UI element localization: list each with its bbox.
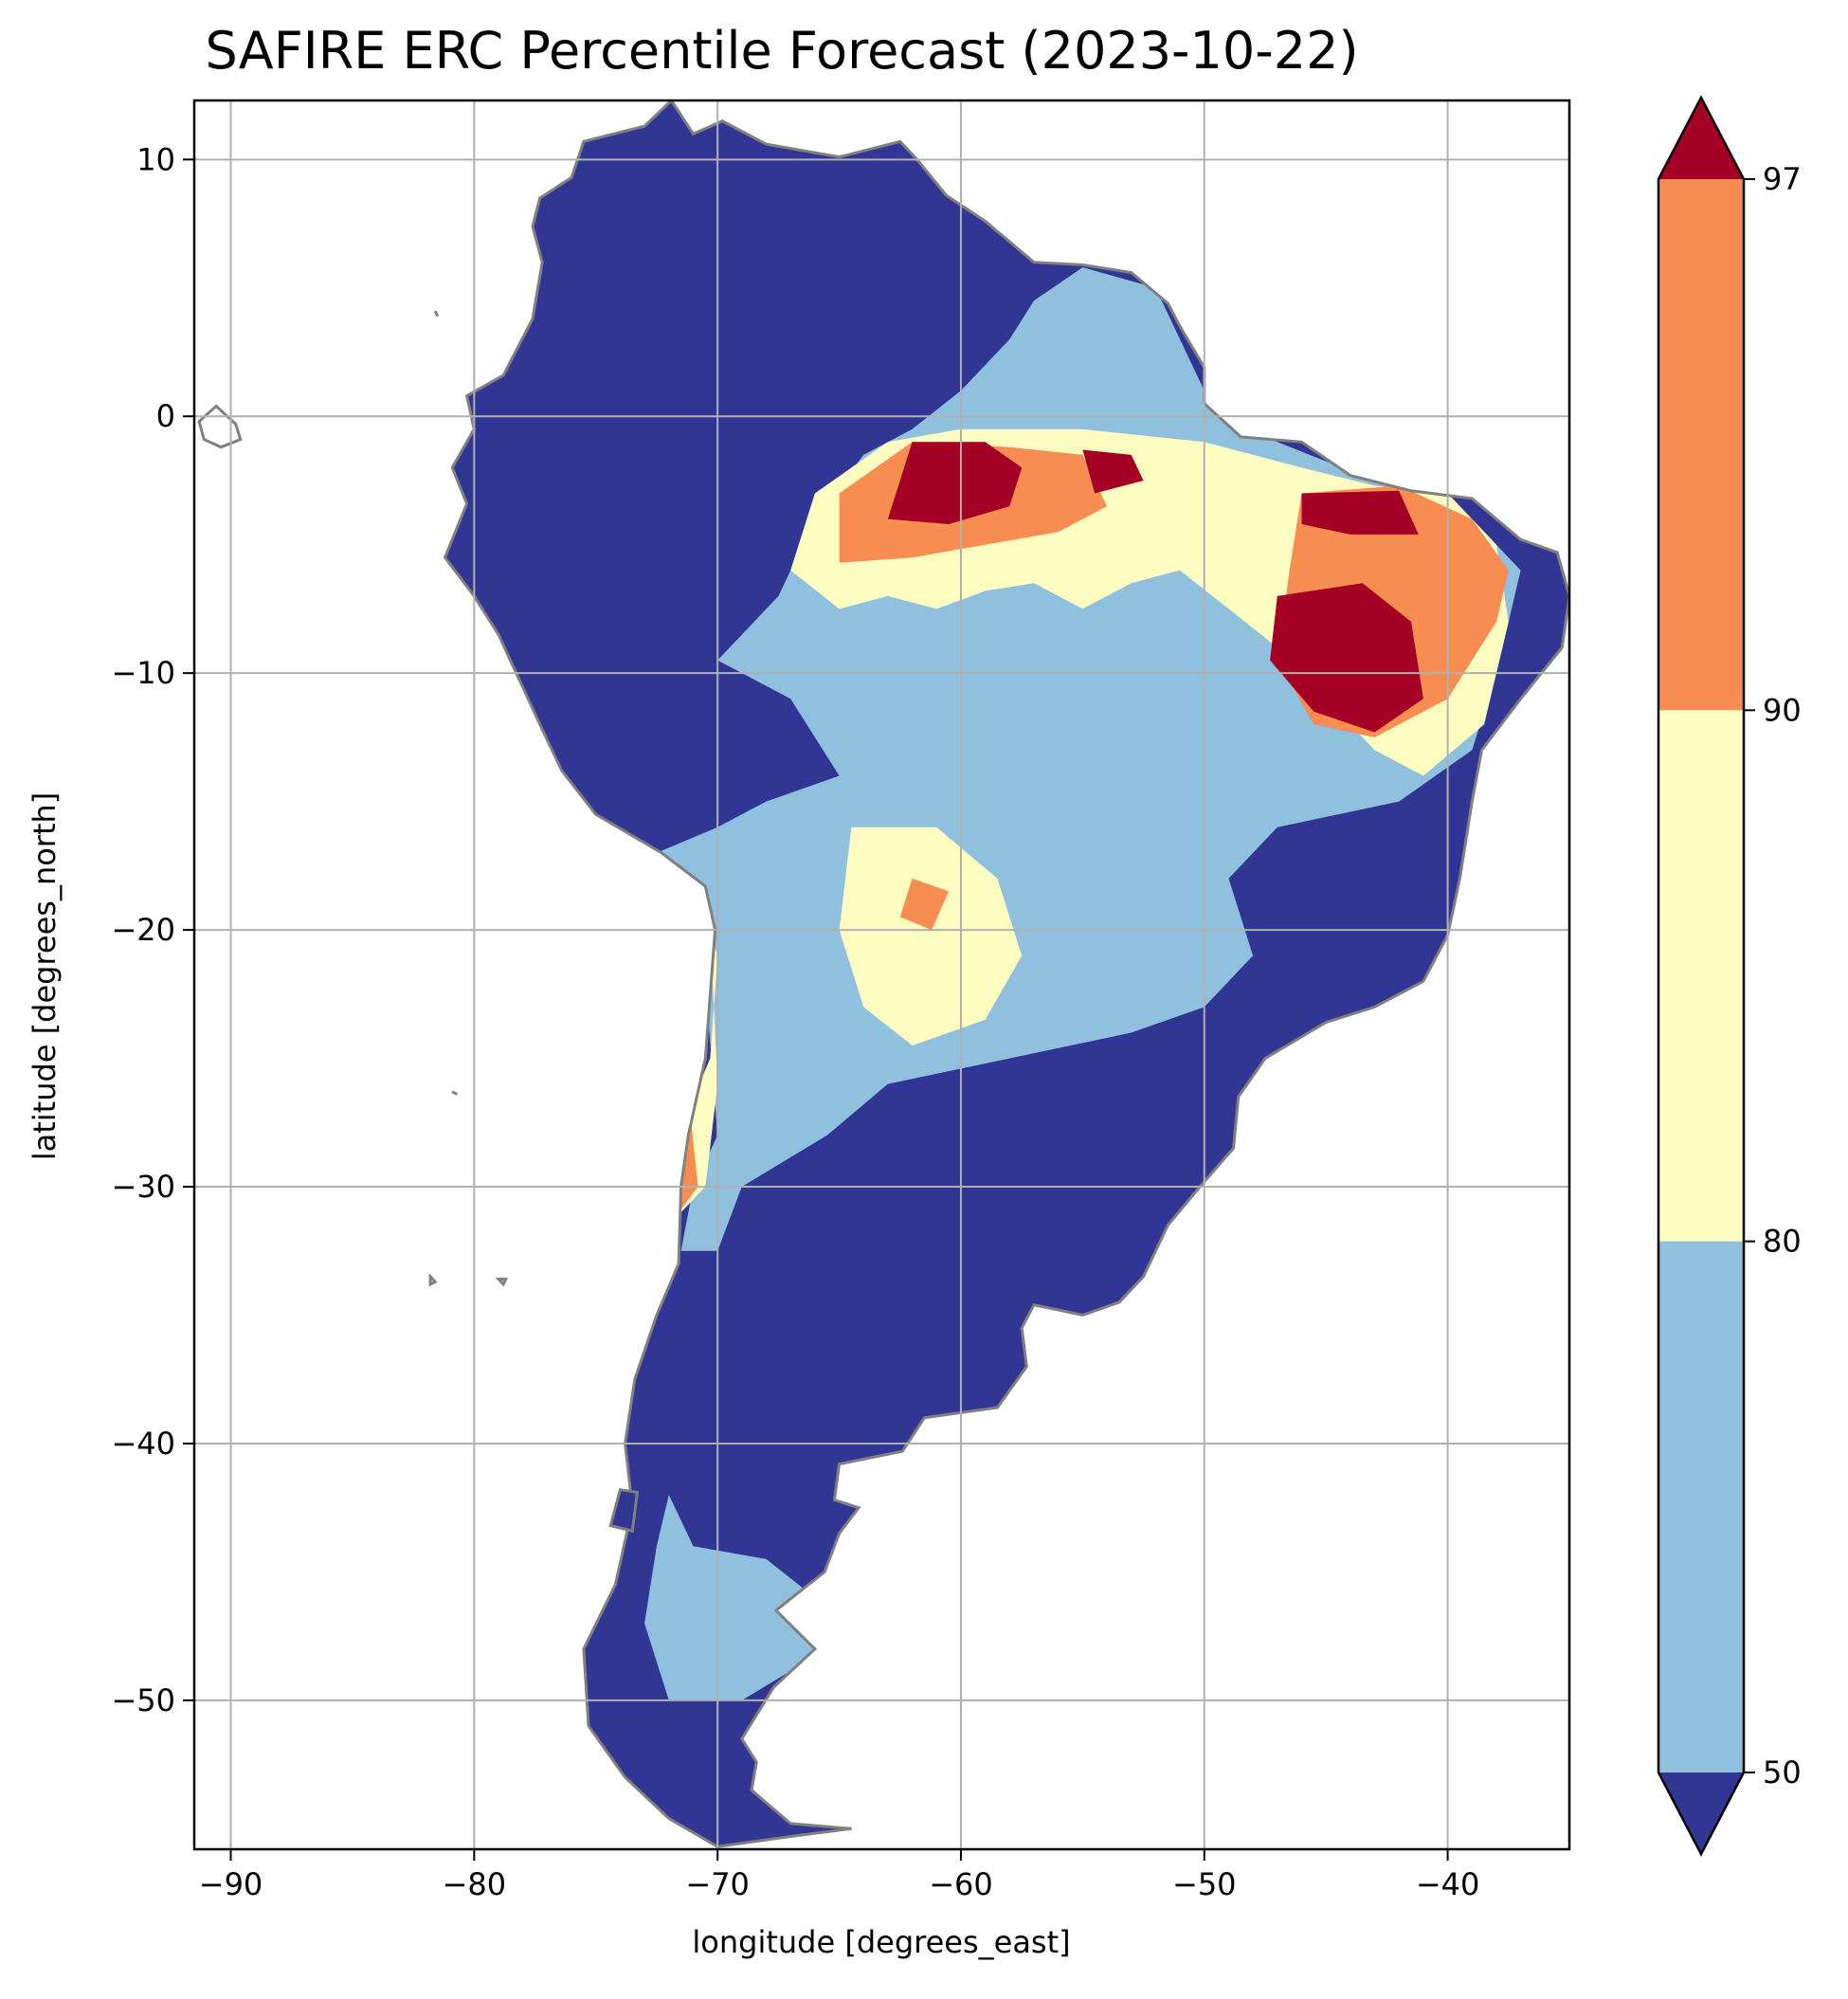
island-2	[495, 1278, 509, 1287]
colorbar: 50 80 90 97	[1657, 95, 1802, 1857]
y-tick-label-2: −10	[111, 655, 175, 691]
x-tick-label-4: −50	[1172, 1866, 1237, 1902]
coastline-layer	[197, 100, 1569, 1848]
island-1	[428, 1272, 438, 1287]
y-tick-label-5: −40	[111, 1426, 175, 1462]
grid-lines	[194, 100, 1569, 1849]
plot-area	[194, 100, 1569, 1849]
colorbar-tick-label-2: 90	[1763, 692, 1802, 728]
x-tick-label-3: −60	[929, 1866, 993, 1902]
island-3	[433, 310, 440, 318]
y-axis-ticks: 10 0 −10 −20 −30 −40 −50	[111, 141, 194, 1718]
island-5	[608, 1488, 640, 1533]
land-layer	[444, 100, 1569, 1847]
region-p50-80-1	[644, 1495, 827, 1700]
y-tick-label-3: −20	[111, 912, 175, 948]
chart-title: SAFIRE ERC Percentile Forecast (2023-10-…	[205, 21, 1359, 81]
colorbar-extend-top	[1658, 98, 1744, 179]
y-axis-label: latitude [degrees_north]	[27, 792, 63, 1161]
x-axis-ticks: −90 −80 −70 −60 −50 −40	[199, 1849, 1480, 1902]
x-tick-label-0: −90	[199, 1866, 263, 1902]
colorbar-segment-1	[1658, 710, 1744, 1242]
region-above-97-12	[1301, 490, 1419, 535]
colorbar-tick-label-0: 50	[1763, 1754, 1802, 1790]
colorbar-segment-2	[1658, 1241, 1744, 1772]
island-0	[197, 404, 243, 449]
region-above-97-11	[1270, 583, 1423, 733]
y-tick-label-6: −50	[111, 1682, 175, 1718]
y-tick-label-4: −30	[111, 1169, 175, 1205]
y-tick-label-0: 10	[136, 141, 175, 177]
colorbar-segment-0	[1658, 179, 1744, 711]
y-tick-label-1: 0	[156, 398, 175, 434]
region-p90-97-8	[899, 878, 950, 931]
x-tick-label-2: −70	[685, 1866, 750, 1902]
region-above-97-10	[1082, 449, 1144, 494]
x-axis-label: longitude [degrees_east]	[692, 1924, 1070, 1960]
island-4	[451, 1090, 459, 1096]
coastline-mainland	[443, 100, 1569, 1848]
x-tick-label-5: −40	[1416, 1866, 1480, 1902]
x-tick-label-1: −80	[443, 1866, 507, 1902]
colorbar-extend-bottom	[1658, 1772, 1744, 1854]
region-above-97-9	[887, 442, 1023, 524]
colorbar-tick-label-1: 80	[1763, 1224, 1802, 1260]
colorbar-tick-label-3: 97	[1763, 161, 1802, 197]
plot-frame	[192, 99, 1571, 1851]
region-p80-90-3	[839, 827, 1023, 1045]
